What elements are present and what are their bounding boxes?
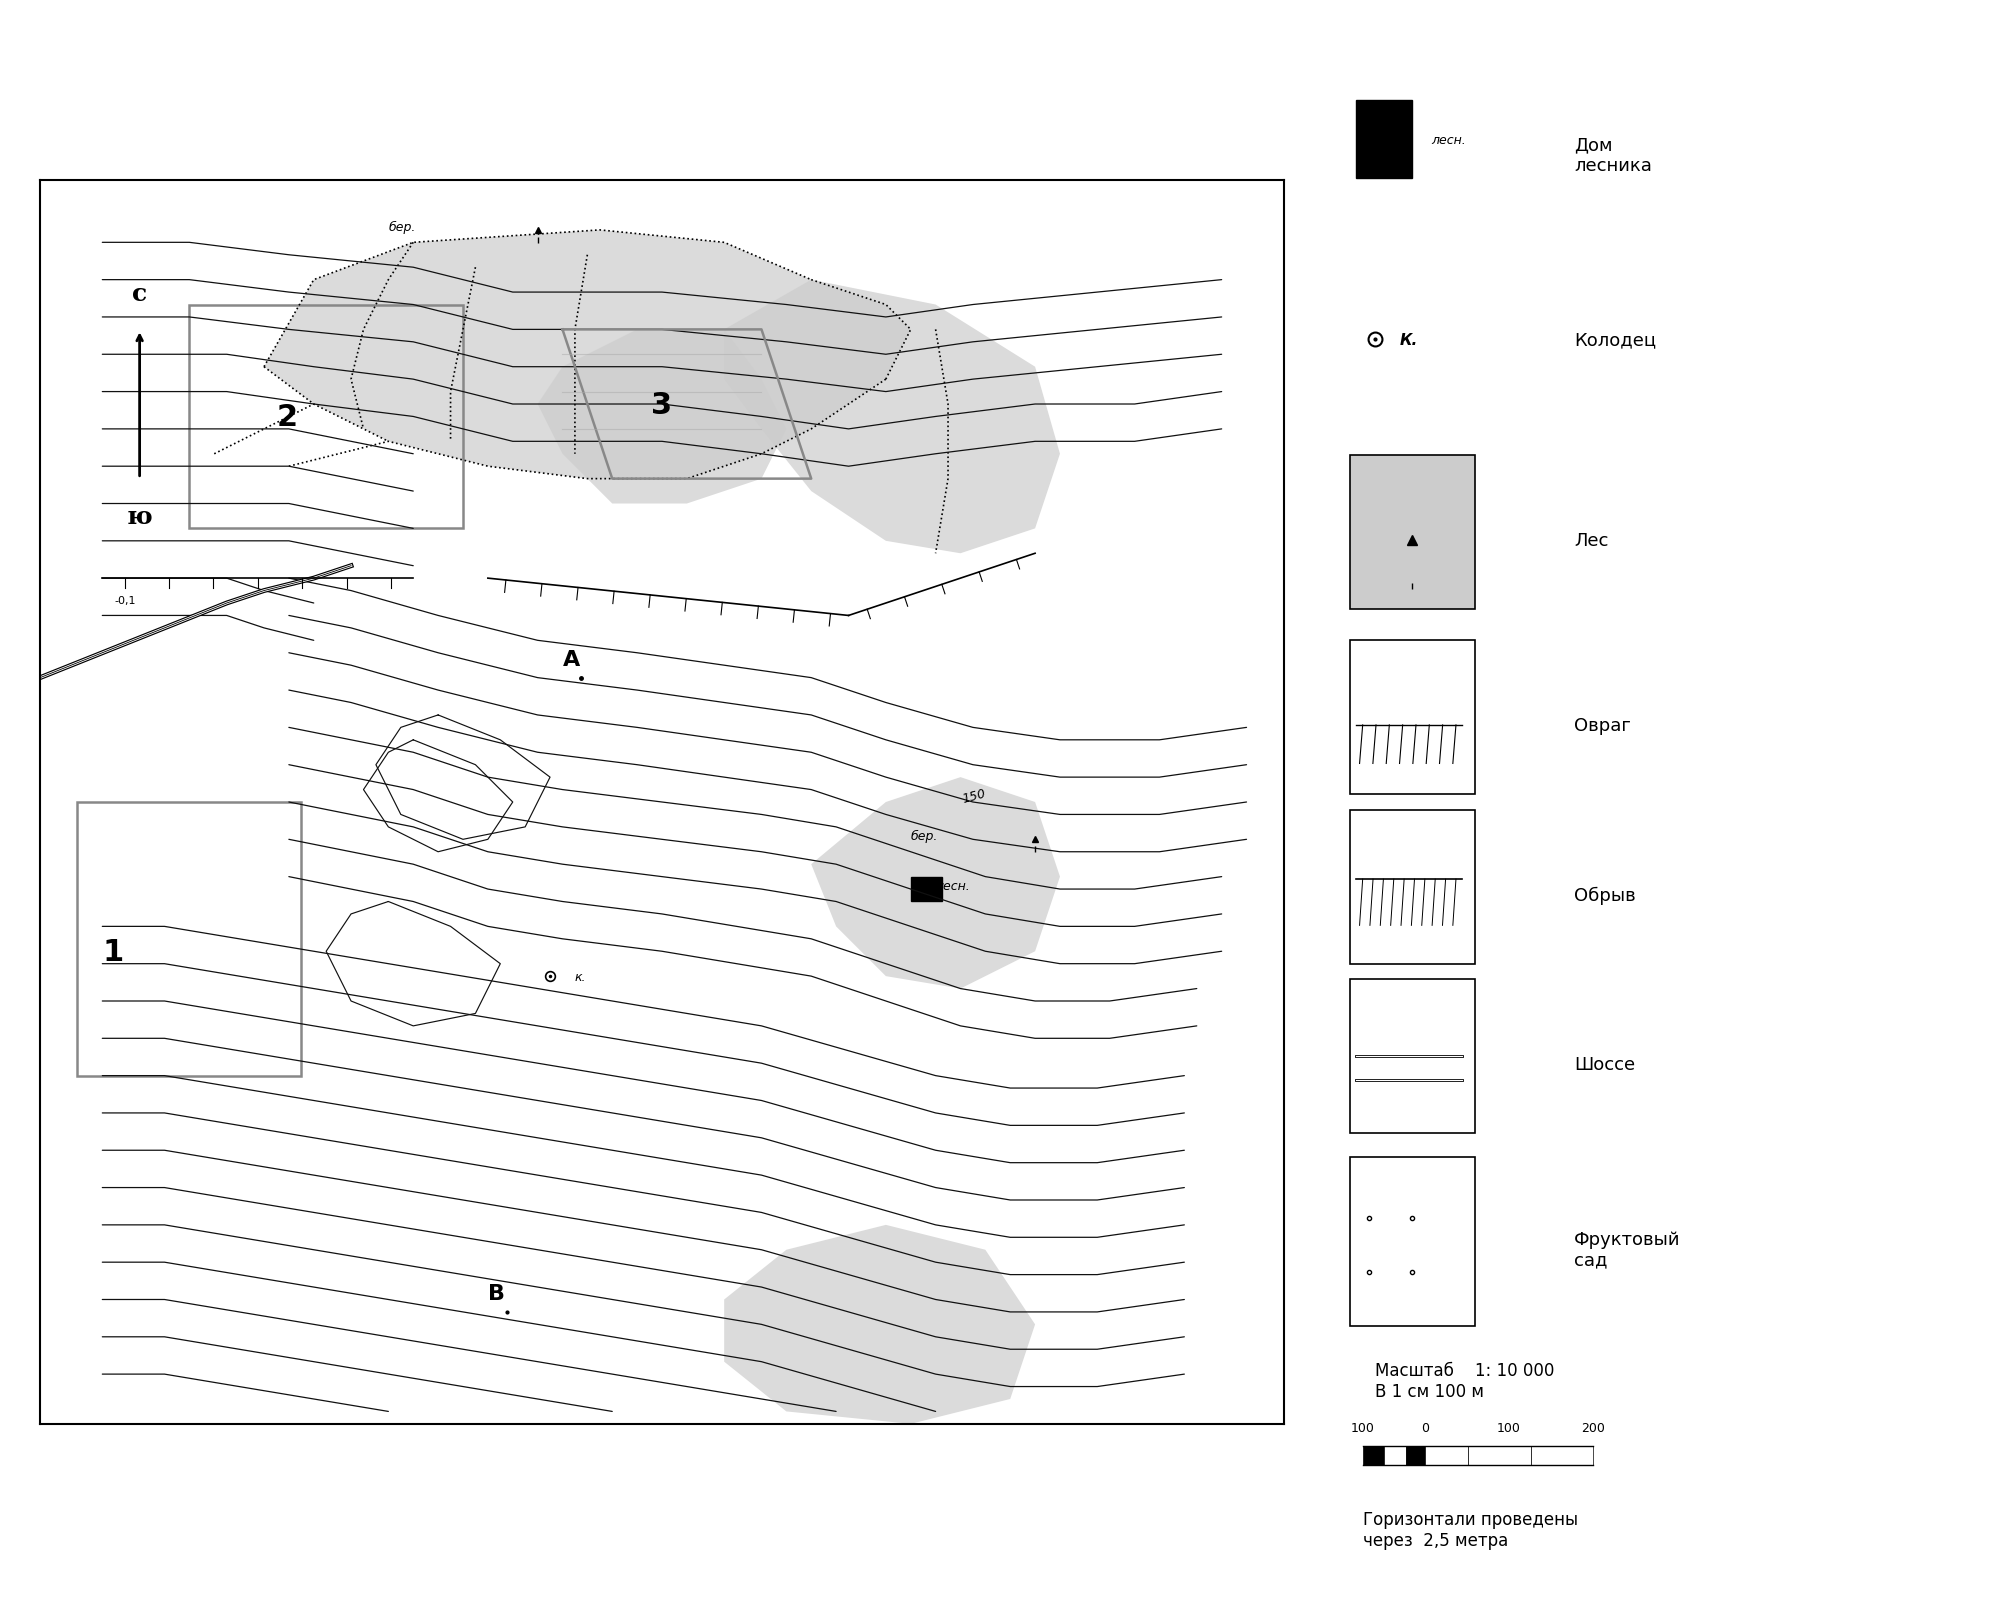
Polygon shape bbox=[810, 778, 1059, 989]
Polygon shape bbox=[724, 281, 1059, 554]
Text: 1: 1 bbox=[102, 937, 124, 966]
Text: ю: ю bbox=[126, 504, 152, 528]
Text: 3: 3 bbox=[652, 390, 672, 419]
Text: К.: К. bbox=[1399, 332, 1418, 348]
Polygon shape bbox=[265, 231, 910, 480]
Bar bbox=[1355, 101, 1412, 178]
Text: лесн.: лесн. bbox=[934, 880, 970, 892]
Text: 2: 2 bbox=[277, 403, 297, 432]
Text: бер.: бер. bbox=[389, 220, 415, 234]
Text: Дом
лесника: Дом лесника bbox=[1574, 136, 1652, 175]
Bar bbox=[1349, 640, 1474, 794]
Bar bbox=[1349, 811, 1474, 965]
Text: Колодец: Колодец bbox=[1574, 331, 1656, 350]
Text: бер.: бер. bbox=[910, 830, 938, 843]
Bar bbox=[78, 802, 301, 1075]
Bar bbox=[188, 305, 463, 530]
Text: с: с bbox=[132, 281, 146, 305]
Text: лесн.: лесн. bbox=[1430, 133, 1466, 146]
Text: Шоссе: Шоссе bbox=[1574, 1056, 1634, 1074]
Polygon shape bbox=[537, 331, 786, 504]
Text: В: В bbox=[487, 1284, 505, 1303]
Text: Горизонтали проведены
через  2,5 метра: Горизонтали проведены через 2,5 метра bbox=[1361, 1510, 1578, 1549]
Text: 100: 100 bbox=[1349, 1420, 1373, 1435]
Bar bbox=[1349, 1157, 1474, 1326]
Bar bbox=[1349, 979, 1474, 1133]
Text: Овраг: Овраг bbox=[1574, 716, 1630, 735]
Text: 100: 100 bbox=[1496, 1420, 1520, 1435]
Bar bbox=[1349, 456, 1474, 610]
Text: Лес: Лес bbox=[1574, 531, 1608, 549]
Text: Обрыв: Обрыв bbox=[1574, 886, 1634, 904]
Text: Фруктовый
сад: Фруктовый сад bbox=[1574, 1229, 1680, 1268]
Text: 0: 0 bbox=[1420, 1420, 1428, 1435]
Bar bbox=[910, 876, 942, 902]
Text: 150: 150 bbox=[960, 786, 986, 806]
Text: 200: 200 bbox=[1580, 1420, 1604, 1435]
Polygon shape bbox=[724, 1225, 1035, 1424]
Text: -0,1: -0,1 bbox=[114, 595, 136, 605]
Text: к.: к. bbox=[575, 969, 585, 982]
Text: Масштаб    1: 10 000
В 1 см 100 м: Масштаб 1: 10 000 В 1 см 100 м bbox=[1375, 1361, 1554, 1400]
Text: А: А bbox=[561, 650, 579, 669]
